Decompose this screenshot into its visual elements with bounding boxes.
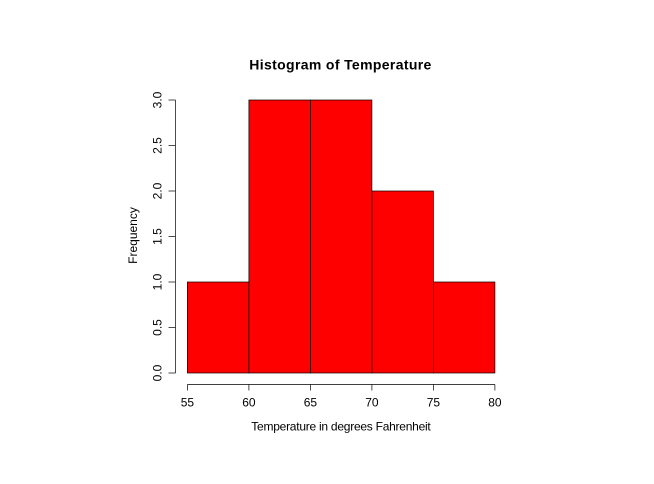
svg-text:2.5: 2.5 (151, 137, 165, 154)
svg-text:70: 70 (365, 396, 379, 410)
svg-text:0.5: 0.5 (151, 319, 165, 336)
svg-text:60: 60 (242, 396, 256, 410)
svg-text:2.0: 2.0 (151, 182, 165, 199)
svg-text:3.0: 3.0 (151, 91, 165, 108)
svg-text:75: 75 (427, 396, 441, 410)
svg-text:80: 80 (488, 396, 502, 410)
svg-text:1.5: 1.5 (151, 228, 165, 245)
svg-text:Histogram of Temperature: Histogram of Temperature (249, 57, 431, 73)
svg-text:Frequency: Frequency (126, 207, 140, 264)
svg-text:55: 55 (181, 396, 195, 410)
svg-text:1.0: 1.0 (151, 273, 165, 290)
svg-text:65: 65 (304, 396, 318, 410)
svg-text:Temperature in degrees Fahrenh: Temperature in degrees Fahrenheit (251, 420, 431, 434)
svg-text:0.0: 0.0 (151, 364, 165, 381)
